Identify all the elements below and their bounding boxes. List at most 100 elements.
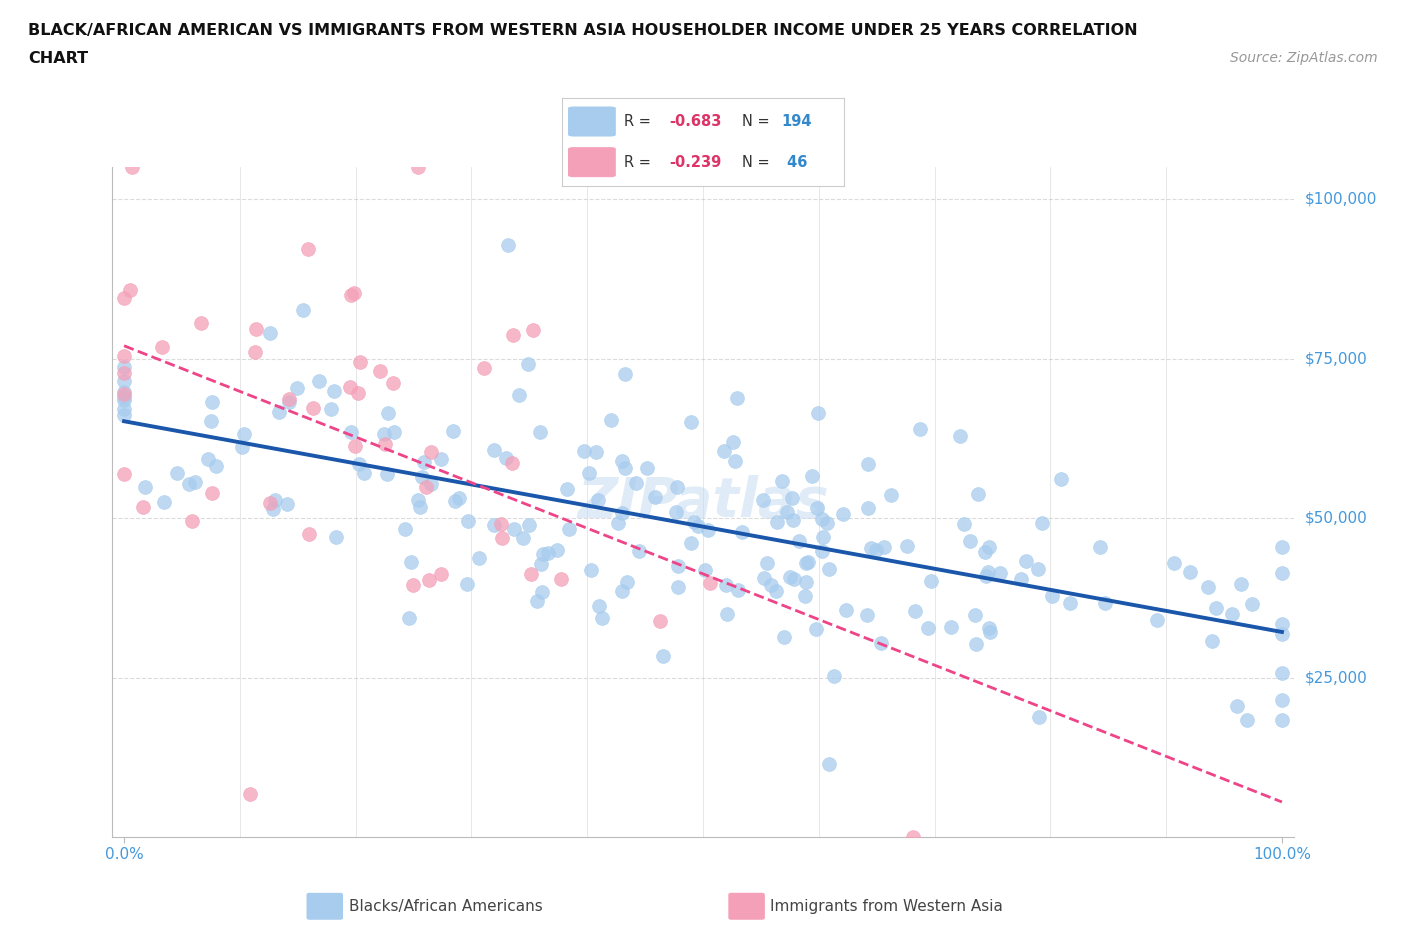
Point (398, 610, 420, 625)
Text: 194: 194 (782, 114, 813, 129)
Point (112, 349, 135, 364)
Point (529, 424, 551, 439)
Point (782, 572, 804, 587)
Point (1031, 515, 1053, 530)
Point (1197, 579, 1219, 594)
Point (512, 531, 534, 546)
Point (408, 499, 430, 514)
Point (794, 575, 817, 590)
Point (323, 383, 346, 398)
Point (725, 391, 748, 405)
Point (537, 546, 560, 561)
Point (948, 429, 970, 444)
Point (665, 504, 688, 519)
Point (457, 513, 479, 528)
Point (1015, 554, 1038, 569)
Point (856, 607, 879, 622)
Point (585, 445, 607, 459)
Point (1010, 572, 1032, 587)
Point (616, 574, 638, 589)
Point (810, 543, 832, 558)
Point (339, 287, 361, 302)
Point (179, 476, 201, 491)
Text: BLACK/AFRICAN AMERICAN VS IMMIGRANTS FROM WESTERN ASIA HOUSEHOLDER INCOME UNDER : BLACK/AFRICAN AMERICAN VS IMMIGRANTS FRO… (28, 23, 1137, 38)
Point (610, 584, 633, 599)
Point (835, 603, 858, 618)
Point (200, 414, 222, 429)
Point (482, 517, 505, 532)
Point (727, 583, 749, 598)
Point (614, 367, 637, 382)
Point (651, 648, 673, 663)
Point (1226, 698, 1249, 713)
Point (531, 547, 554, 562)
Point (302, 401, 325, 416)
Point (776, 505, 799, 520)
Point (904, 604, 927, 618)
Point (578, 465, 600, 480)
Point (1163, 555, 1185, 570)
Point (804, 621, 827, 636)
Point (679, 536, 702, 551)
Text: Source: ZipAtlas.com: Source: ZipAtlas.com (1230, 51, 1378, 65)
Text: Blacks/African Americans: Blacks/African Americans (349, 899, 543, 914)
Point (1271, 565, 1294, 580)
Point (120, 283, 142, 298)
Point (856, 456, 879, 471)
Point (112, 385, 135, 400)
Point (752, 571, 775, 586)
Point (856, 500, 879, 515)
Point (644, 490, 666, 505)
Point (610, 505, 633, 520)
Text: N =: N = (742, 114, 775, 129)
Point (276, 497, 298, 512)
Point (920, 574, 942, 589)
Point (430, 566, 453, 581)
Point (243, 345, 266, 360)
Point (555, 481, 578, 496)
Point (693, 563, 716, 578)
Point (495, 450, 517, 465)
Point (112, 373, 135, 388)
Point (340, 424, 363, 439)
Point (496, 238, 519, 253)
Text: R =: R = (624, 154, 655, 169)
Point (666, 579, 689, 594)
Point (990, 565, 1012, 580)
FancyBboxPatch shape (568, 147, 616, 177)
Point (402, 578, 425, 592)
Point (233, 427, 256, 442)
Point (588, 599, 610, 614)
Point (259, 326, 281, 340)
Point (1220, 606, 1243, 621)
Point (627, 544, 650, 559)
Point (262, 501, 284, 516)
Point (977, 620, 1000, 635)
Point (817, 757, 839, 772)
Point (624, 476, 647, 491)
Point (793, 588, 815, 603)
Point (756, 555, 779, 570)
Point (522, 323, 544, 338)
Text: $75,000: $75,000 (1305, 352, 1368, 366)
Point (815, 515, 838, 530)
Point (811, 512, 834, 526)
Point (1088, 539, 1111, 554)
Point (1271, 627, 1294, 642)
Point (531, 585, 554, 600)
Point (903, 830, 925, 844)
Point (231, 440, 253, 455)
Point (166, 465, 188, 480)
Point (150, 339, 173, 354)
Point (245, 322, 267, 337)
Point (546, 543, 568, 558)
Point (1240, 596, 1263, 611)
Point (501, 456, 523, 471)
Point (1271, 693, 1294, 708)
Point (419, 476, 441, 491)
Point (1271, 617, 1294, 631)
Point (415, 479, 437, 494)
Point (813, 529, 835, 544)
Point (413, 455, 436, 470)
Point (823, 668, 845, 683)
